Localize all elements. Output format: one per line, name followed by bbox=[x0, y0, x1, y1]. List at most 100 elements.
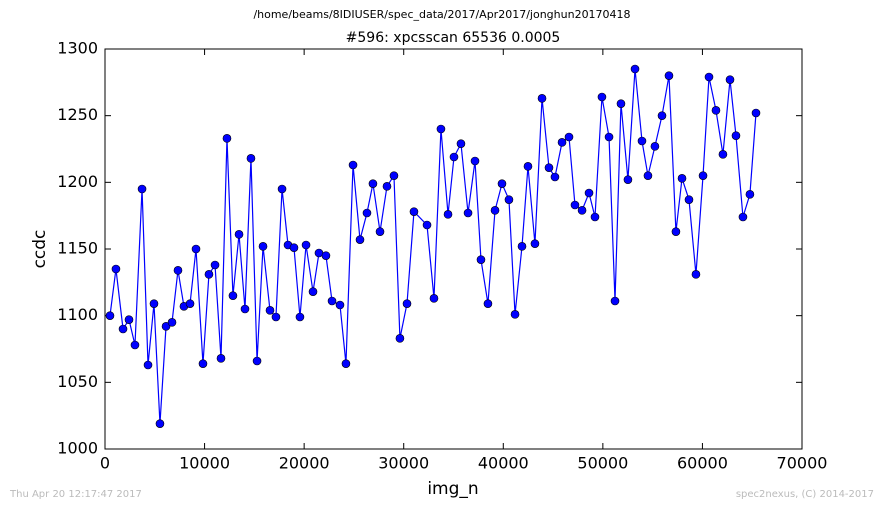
x-axis-label: img_n bbox=[427, 479, 478, 499]
data-point bbox=[167, 318, 177, 327]
data-point bbox=[650, 142, 660, 151]
data-point bbox=[637, 136, 647, 146]
y-tick-label: 1150 bbox=[57, 239, 98, 258]
data-point bbox=[630, 64, 640, 74]
data-point bbox=[277, 184, 287, 194]
data-point bbox=[550, 172, 560, 182]
data-point bbox=[604, 132, 614, 142]
data-point bbox=[222, 134, 232, 143]
data-point bbox=[751, 108, 761, 118]
y-axis-label: ccdc bbox=[30, 230, 50, 269]
data-point bbox=[691, 270, 701, 279]
data-point bbox=[677, 174, 687, 183]
x-tick-label: 40000 bbox=[478, 454, 529, 473]
y-tick-label: 1300 bbox=[57, 39, 98, 58]
data-point bbox=[490, 206, 500, 215]
data-point bbox=[246, 154, 256, 163]
y-tick-label: 1250 bbox=[57, 105, 98, 124]
footer-right: spec2nexus, (C) 2014-2017 bbox=[736, 489, 874, 500]
data-point bbox=[368, 179, 378, 188]
data-line bbox=[109, 68, 757, 424]
data-point bbox=[143, 360, 153, 370]
data-point bbox=[497, 179, 507, 188]
chart-title: #596: xpcsscan 65536 0.0005 bbox=[346, 30, 561, 46]
data-point bbox=[137, 184, 147, 194]
data-point bbox=[258, 242, 268, 251]
data-point bbox=[240, 304, 250, 314]
data-point bbox=[483, 299, 493, 308]
y-tick-label: 1050 bbox=[57, 372, 98, 391]
data-point bbox=[698, 171, 708, 180]
data-point bbox=[570, 200, 580, 210]
data-point bbox=[590, 212, 600, 222]
data-point bbox=[470, 156, 480, 166]
data-point bbox=[523, 162, 533, 171]
data-point bbox=[362, 208, 372, 218]
data-point bbox=[210, 260, 220, 270]
data-point bbox=[422, 220, 432, 230]
data-point bbox=[731, 131, 741, 140]
data-point bbox=[597, 92, 607, 102]
data-point bbox=[355, 235, 365, 244]
data-point bbox=[436, 124, 446, 134]
data-point bbox=[725, 75, 735, 84]
data-point bbox=[348, 160, 358, 170]
data-point bbox=[577, 206, 587, 215]
data-point bbox=[671, 227, 681, 236]
data-point bbox=[161, 322, 171, 331]
data-point bbox=[537, 94, 547, 103]
data-point bbox=[711, 106, 721, 115]
data-point bbox=[308, 287, 318, 296]
data-point bbox=[564, 132, 574, 142]
x-tick-label: 0 bbox=[100, 454, 110, 473]
data-point bbox=[745, 190, 755, 199]
data-point bbox=[155, 419, 165, 428]
data-point bbox=[191, 244, 201, 254]
data-point bbox=[149, 299, 159, 308]
x-tick-label: 60000 bbox=[677, 454, 728, 473]
data-point bbox=[476, 255, 486, 264]
data-point bbox=[738, 212, 748, 222]
data-point bbox=[616, 99, 626, 108]
y-tick-label: 1100 bbox=[57, 305, 98, 324]
data-point bbox=[610, 296, 620, 306]
data-point bbox=[341, 359, 351, 368]
data-point bbox=[402, 299, 412, 308]
suptitle: /home/beams/8IDIUSER/spec_data/2017/Apr2… bbox=[253, 8, 630, 21]
x-tick-label: 30000 bbox=[378, 454, 429, 473]
data-point bbox=[382, 182, 392, 191]
data-point bbox=[443, 210, 453, 219]
data-point bbox=[265, 306, 275, 315]
x-tick-label: 10000 bbox=[179, 454, 230, 473]
x-tick-label: 70000 bbox=[777, 454, 828, 473]
y-tick-label: 1000 bbox=[57, 439, 98, 458]
data-point bbox=[375, 227, 385, 236]
x-tick-label: 20000 bbox=[279, 454, 330, 473]
data-point bbox=[301, 240, 311, 250]
data-point bbox=[335, 300, 345, 310]
data-point bbox=[557, 138, 567, 147]
data-point bbox=[530, 239, 540, 248]
data-point bbox=[321, 251, 331, 260]
data-point bbox=[389, 171, 399, 180]
footer-left: Thu Apr 20 12:17:47 2017 bbox=[9, 489, 142, 500]
data-point bbox=[216, 354, 226, 363]
data-point bbox=[252, 356, 262, 366]
data-point bbox=[704, 72, 714, 82]
data-point bbox=[271, 312, 281, 322]
data-point bbox=[664, 71, 674, 80]
data-point bbox=[130, 340, 140, 350]
data-point bbox=[295, 312, 305, 322]
data-point bbox=[463, 208, 473, 218]
data-point bbox=[289, 243, 299, 252]
data-point bbox=[409, 207, 419, 216]
data-point bbox=[111, 264, 121, 274]
data-point bbox=[623, 175, 633, 184]
data-point bbox=[327, 296, 337, 306]
data-point bbox=[173, 266, 183, 275]
data-point bbox=[456, 139, 466, 148]
data-point bbox=[429, 294, 439, 303]
data-point bbox=[544, 163, 554, 172]
